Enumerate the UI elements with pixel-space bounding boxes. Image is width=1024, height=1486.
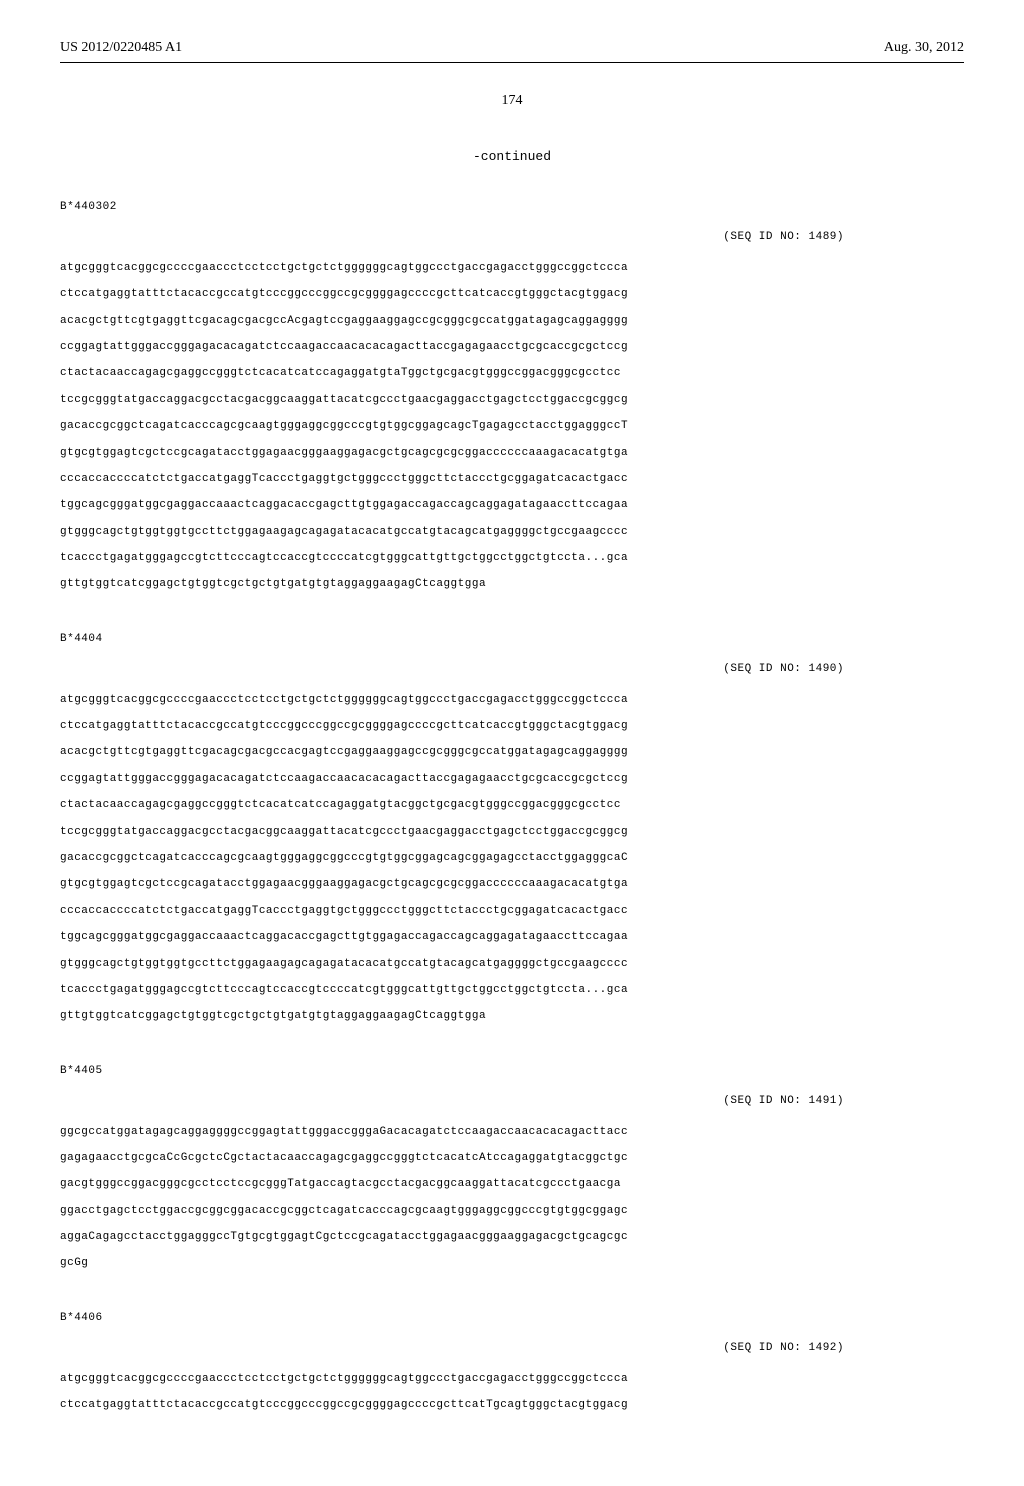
sequence-id: (SEQ ID NO: 1491) xyxy=(60,1088,964,1114)
sequence-line: cccaccaccccatctctgaccatgaggTcaccctgaggtg… xyxy=(60,466,964,492)
sequence-line: ctactacaaccagagcgaggccgggtctcacatcatccag… xyxy=(60,360,964,386)
sequence-line: aggaCagagcctacctggagggccTgtgcgtggagtCgct… xyxy=(60,1224,964,1250)
sequence-block: B*440302 (SEQ ID NO: 1489) atgcgggtcacggcg… xyxy=(60,194,964,598)
sequence-line: ctccatgaggtatttctacaccgccatgtcccggcccggc… xyxy=(60,1392,964,1418)
sequence-block: B*4404 (SEQ ID NO: 1490) atgcgggtcacggcgcc… xyxy=(60,626,964,1030)
header-divider xyxy=(60,62,964,63)
publication-number: US 2012/0220485 A1 xyxy=(60,40,182,56)
sequence-label: B*440302 xyxy=(60,194,964,220)
sequence-line: gagagaacctgcgcaCcGcgctcCgctactacaaccagag… xyxy=(60,1145,964,1171)
sequence-id: (SEQ ID NO: 1490) xyxy=(60,656,964,682)
sequence-line: tcaccctgagatgggagccgtcttcccagtccaccgtccc… xyxy=(60,545,964,571)
sequence-line: ccggagtattgggaccgggagacacagatctccaagacca… xyxy=(60,766,964,792)
page-number: 174 xyxy=(60,93,964,109)
sequence-line: ctccatgaggtatttctacaccgccatgtcccggcccggc… xyxy=(60,281,964,307)
sequence-id: (SEQ ID NO: 1489) xyxy=(60,224,964,250)
sequence-block: B*4406 (SEQ ID NO: 1492) atgcgggtcacggcgcc… xyxy=(60,1305,964,1419)
sequence-line: acacgctgttcgtgaggttcgacagcgacgccacgagtcc… xyxy=(60,739,964,765)
sequence-line: tccgcgggtatgaccaggacgcctacgacggcaaggatta… xyxy=(60,387,964,413)
sequence-label: B*4404 xyxy=(60,626,964,652)
sequence-line: ggcgccatggatagagcaggaggggccggagtattgggac… xyxy=(60,1119,964,1145)
sequence-line: gtgcgtggagtcgctccgcagatacctggagaacgggaag… xyxy=(60,871,964,897)
sequence-line: gttgtggtcatcggagctgtggtcgctgctgtgatgtgta… xyxy=(60,571,964,597)
sequence-label: B*4406 xyxy=(60,1305,964,1331)
continued-label: -continued xyxy=(60,149,964,164)
sequence-block: B*4405 (SEQ ID NO: 1491) ggcgccatggatagagc… xyxy=(60,1058,964,1277)
sequence-line: gtgggcagctgtggtggtgccttctggagaagagcagaga… xyxy=(60,951,964,977)
publication-date: Aug. 30, 2012 xyxy=(884,40,964,56)
sequence-line: gacaccgcggctcagatcacccagcgcaagtgggaggcgg… xyxy=(60,413,964,439)
sequence-line: gcGg xyxy=(60,1250,964,1276)
sequence-line: ccggagtattgggaccgggagacacagatctccaagacca… xyxy=(60,334,964,360)
sequence-line: cccaccaccccatctctgaccatgaggTcaccctgaggtg… xyxy=(60,898,964,924)
sequence-line: tggcagcgggatggcgaggaccaaactcaggacaccgagc… xyxy=(60,492,964,518)
sequence-line: gttgtggtcatcggagctgtggtcgctgctgtgatgtgta… xyxy=(60,1003,964,1029)
sequence-line: gacaccgcggctcagatcacccagcgcaagtgggaggcgg… xyxy=(60,845,964,871)
sequence-id: (SEQ ID NO: 1492) xyxy=(60,1335,964,1361)
sequence-line: atgcgggtcacggcgccccgaaccctcctcctgctgctct… xyxy=(60,255,964,281)
sequence-line: ggacctgagctcctggaccgcggcggacaccgcggctcag… xyxy=(60,1198,964,1224)
sequence-line: gtgcgtggagtcgctccgcagatacctggagaacgggaag… xyxy=(60,440,964,466)
sequence-line: ctactacaaccagagcgaggccgggtctcacatcatccag… xyxy=(60,792,964,818)
sequence-line: gacgtgggccggacgggcgcctcctccgcgggTatgacca… xyxy=(60,1171,964,1197)
sequence-line: ctccatgaggtatttctacaccgccatgtcccggcccggc… xyxy=(60,713,964,739)
sequence-line: tccgcgggtatgaccaggacgcctacgacggcaaggatta… xyxy=(60,819,964,845)
sequence-line: gtgggcagctgtggtggtgccttctggagaagagcagaga… xyxy=(60,519,964,545)
sequence-line: atgcgggtcacggcgccccgaaccctcctcctgctgctct… xyxy=(60,687,964,713)
sequence-line: acacgctgttcgtgaggttcgacagcgacgccAcgagtcc… xyxy=(60,308,964,334)
sequence-label: B*4405 xyxy=(60,1058,964,1084)
sequence-line: atgcgggtcacggcgccccgaaccctcctcctgctgctct… xyxy=(60,1366,964,1392)
sequence-line: tcaccctgagatgggagccgtcttcccagtccaccgtccc… xyxy=(60,977,964,1003)
sequence-line: tggcagcgggatggcgaggaccaaactcaggacaccgagc… xyxy=(60,924,964,950)
